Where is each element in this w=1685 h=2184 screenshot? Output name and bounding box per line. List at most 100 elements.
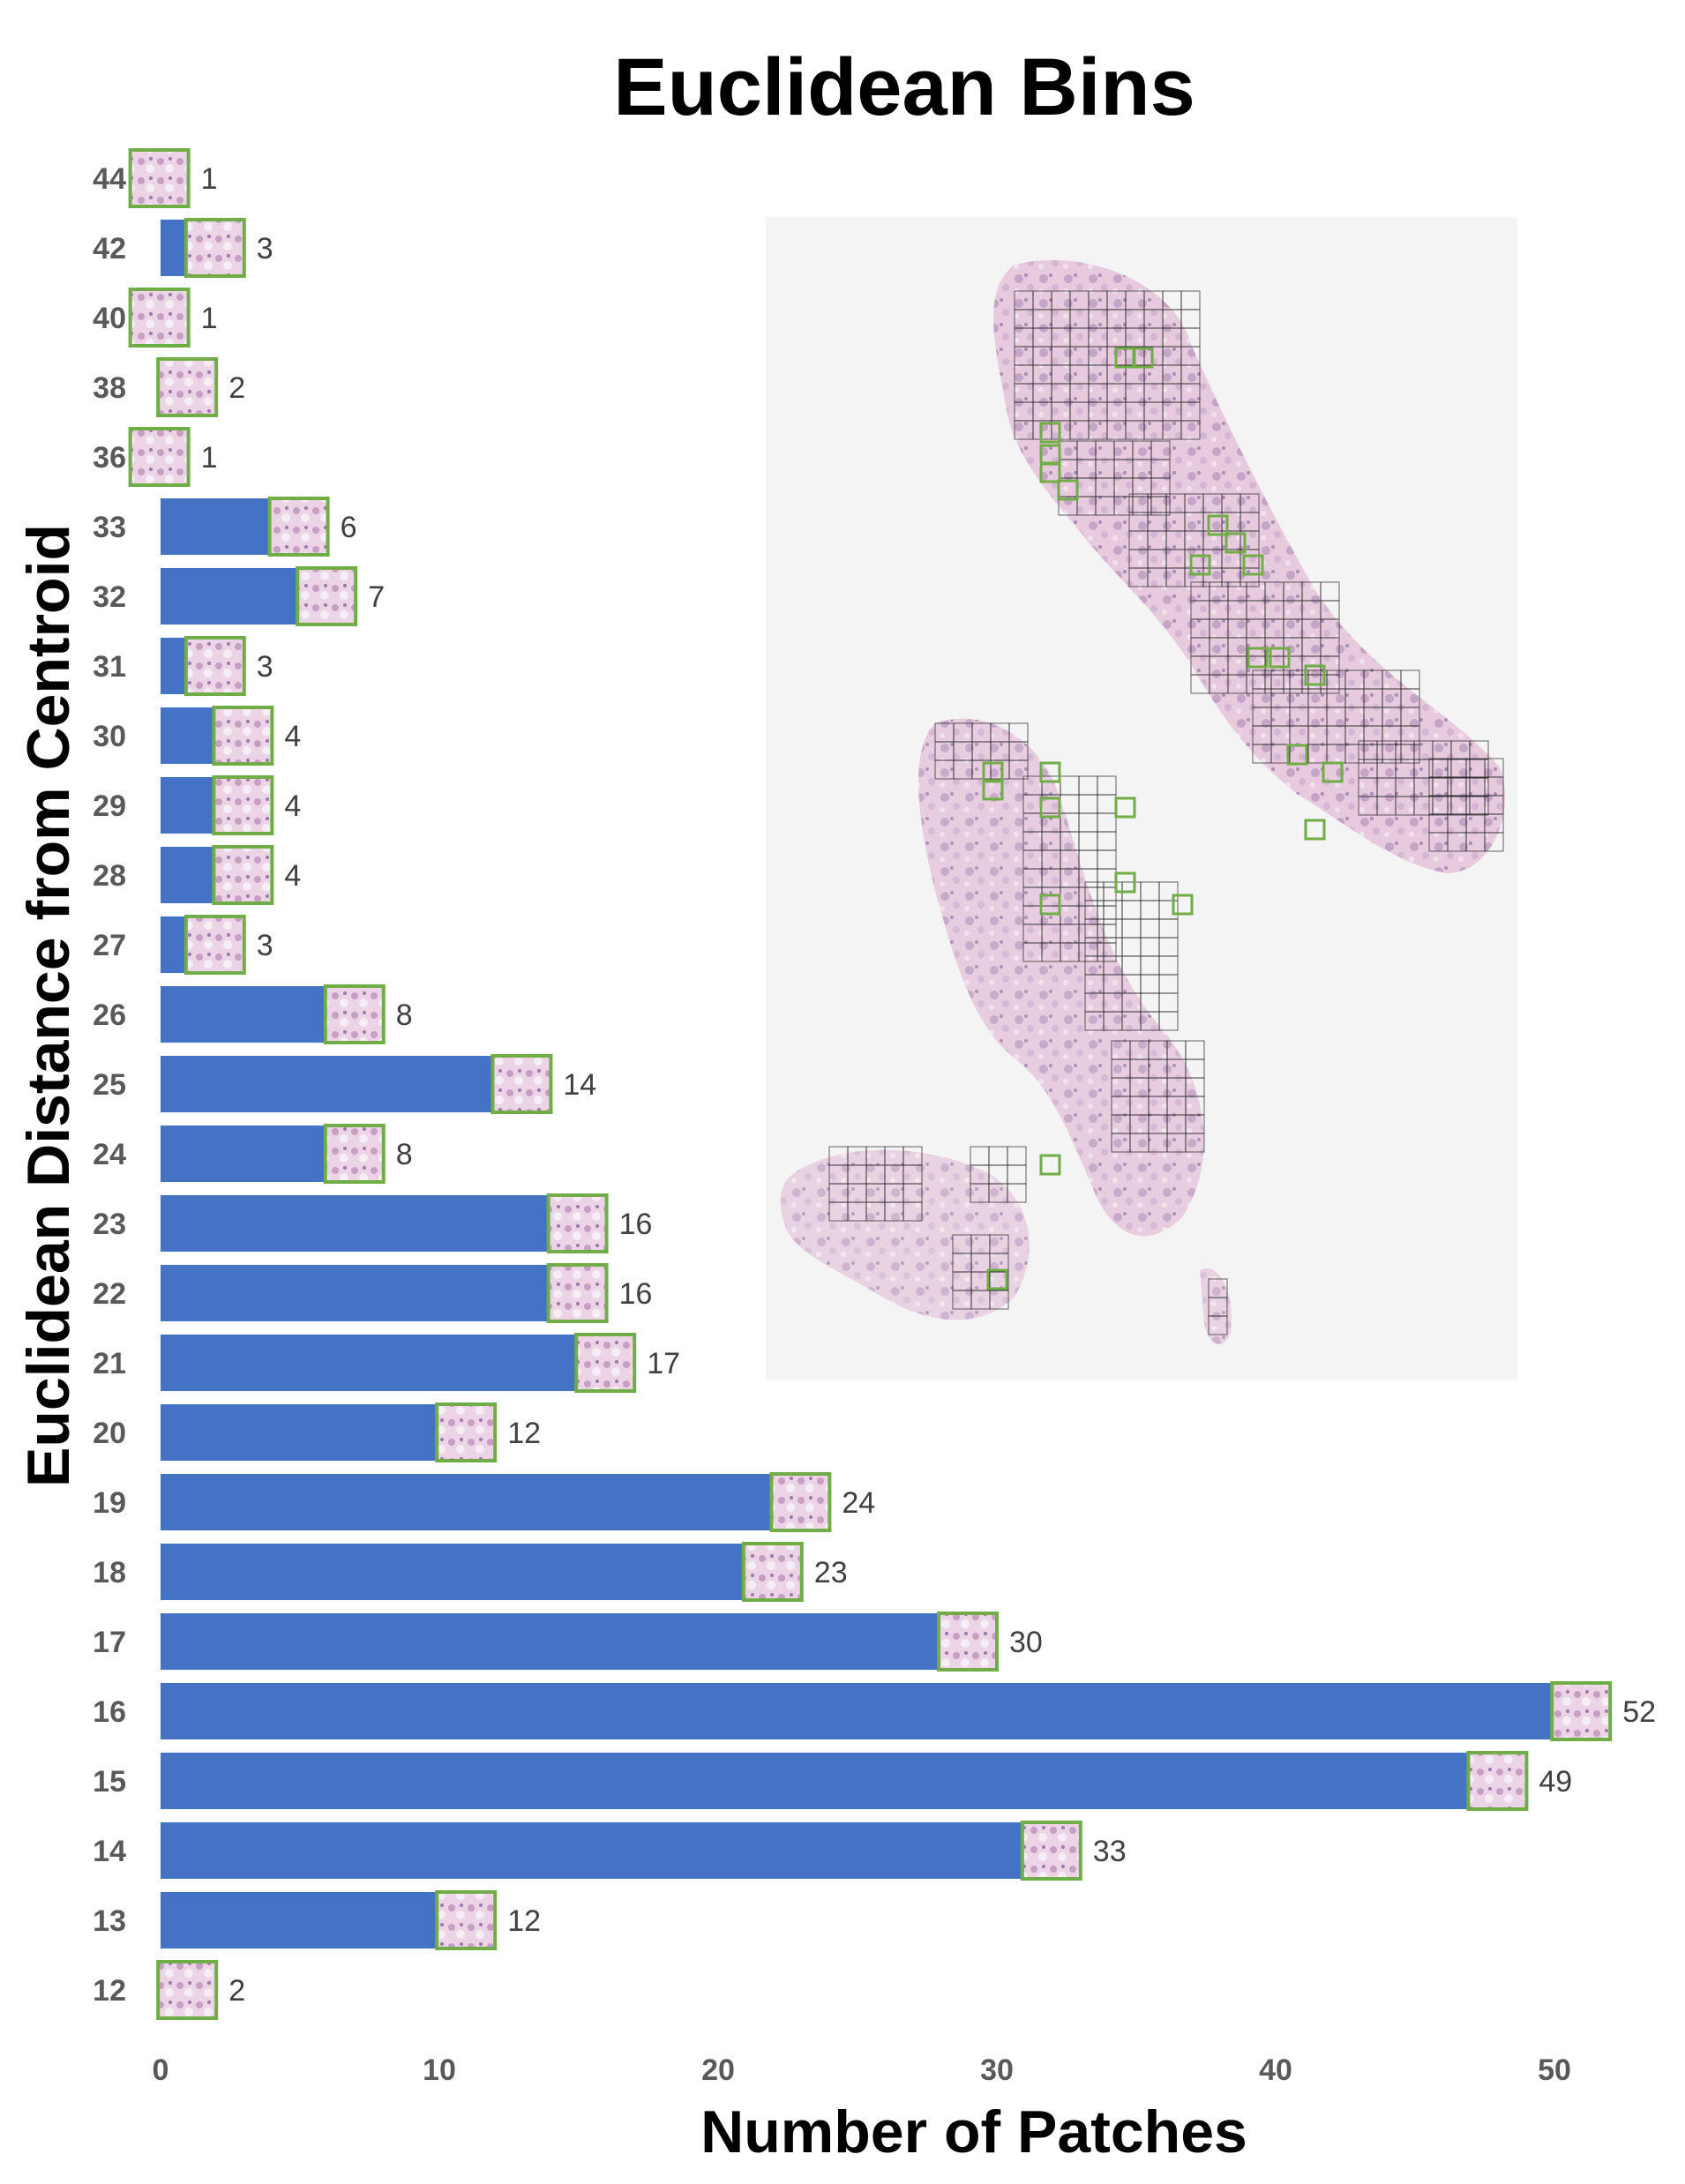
- y-tick-14: 14: [93, 1835, 126, 1868]
- selected-patch: [1322, 761, 1344, 783]
- selected-patch: [1039, 761, 1061, 783]
- bar-17: [161, 1613, 997, 1670]
- selected-patch: [1039, 422, 1061, 444]
- patch-thumbnail-27: [183, 915, 246, 975]
- y-tick-21: 21: [93, 1347, 126, 1380]
- selected-patch: [1207, 514, 1229, 536]
- tissue-fragment-upper: [993, 259, 1506, 873]
- data-label-19: 24: [842, 1486, 875, 1520]
- y-tick-17: 17: [93, 1626, 126, 1659]
- y-tick-25: 25: [93, 1068, 126, 1102]
- y-tick-33: 33: [93, 511, 126, 544]
- data-label-27: 3: [257, 929, 273, 962]
- selected-patch: [1114, 871, 1136, 894]
- patch-thumbnail-17: [937, 1612, 999, 1672]
- y-tick-26: 26: [93, 999, 126, 1032]
- data-label-16: 52: [1622, 1695, 1656, 1729]
- data-label-38: 2: [228, 371, 245, 405]
- bar-23: [161, 1195, 607, 1252]
- selected-patch: [1286, 744, 1308, 766]
- tissue-fragment-lower: [780, 718, 1232, 1344]
- data-label-33: 6: [341, 511, 357, 544]
- selected-patch: [1242, 554, 1264, 576]
- patch-thumbnail-31: [183, 636, 246, 696]
- x-axis: 0 10 20 30 40 50: [153, 2053, 1571, 2087]
- patch-thumbnail-30: [212, 706, 274, 766]
- bar-21: [161, 1335, 635, 1391]
- y-tick-23: 23: [93, 1208, 126, 1241]
- data-label-20: 12: [507, 1417, 541, 1450]
- selected-patch: [982, 779, 1004, 801]
- data-label-24: 8: [396, 1138, 413, 1171]
- patch-grid-overlay: [828, 290, 1504, 1335]
- patch-thumbnail-22: [546, 1263, 609, 1323]
- bar-14: [161, 1822, 1081, 1879]
- bar-19: [161, 1474, 830, 1530]
- data-label-21: 17: [647, 1347, 680, 1380]
- patch-thumbnail-42: [183, 218, 246, 278]
- data-label-44: 1: [201, 162, 218, 196]
- grid-patch: [1150, 496, 1171, 516]
- y-tick-27: 27: [93, 929, 126, 962]
- patch-thumbnail-18: [741, 1542, 804, 1602]
- bar-15: [161, 1753, 1527, 1809]
- grid-patch: [1484, 832, 1504, 852]
- patch-thumbnail-28: [212, 845, 274, 905]
- data-label-40: 1: [201, 302, 218, 335]
- selected-patch: [1114, 797, 1136, 819]
- grid-patch: [1008, 759, 1029, 780]
- grid-patch: [1208, 1315, 1228, 1335]
- grid-patch: [1097, 942, 1117, 962]
- patch-thumbnail-14: [1020, 1821, 1082, 1881]
- patch-thumbnail-23: [546, 1193, 609, 1253]
- selected-patch: [1132, 347, 1154, 369]
- patch-thumbnail-40: [128, 288, 191, 348]
- y-tick-32: 32: [93, 580, 126, 614]
- grid-patch: [1007, 1183, 1027, 1203]
- chart-title: Euclidean Bins: [613, 42, 1195, 132]
- selected-patch: [986, 1268, 1008, 1290]
- patch-thumbnail-44: [128, 148, 191, 208]
- patch-thumbnail-26: [323, 984, 386, 1044]
- y-tick-44: 44: [93, 162, 126, 196]
- x-tick-0: 0: [153, 2053, 169, 2087]
- y-tick-31: 31: [93, 650, 126, 684]
- data-label-13: 12: [507, 1904, 541, 1938]
- data-label-26: 8: [396, 999, 413, 1032]
- grid-patch: [1469, 796, 1489, 816]
- y-tick-24: 24: [93, 1138, 126, 1171]
- data-label-17: 30: [1009, 1626, 1043, 1659]
- selected-patch: [1304, 819, 1326, 841]
- selected-patch: [1039, 797, 1061, 819]
- selected-patch: [1039, 1154, 1061, 1176]
- y-tick-19: 19: [93, 1486, 126, 1520]
- data-label-32: 7: [368, 580, 385, 614]
- patch-thumbnail-15: [1466, 1751, 1529, 1811]
- patch-thumbnail-21: [574, 1333, 637, 1393]
- data-label-25: 14: [563, 1068, 596, 1102]
- y-tick-36: 36: [93, 441, 126, 475]
- selected-patch: [1057, 479, 1079, 501]
- bar-16: [161, 1683, 1611, 1739]
- patch-thumbnail-12: [156, 1960, 219, 2020]
- patch-thumbnail-29: [212, 775, 274, 835]
- y-tick-28: 28: [93, 859, 126, 893]
- y-tick-38: 38: [93, 371, 126, 405]
- data-label-36: 1: [201, 441, 218, 475]
- x-tick-10: 10: [423, 2053, 456, 2087]
- x-tick-20: 20: [701, 2053, 735, 2087]
- selected-patch: [1269, 647, 1291, 669]
- patch-thumbnail-38: [156, 357, 219, 417]
- x-tick-40: 40: [1259, 2053, 1292, 2087]
- patch-thumbnail-25: [491, 1054, 553, 1114]
- y-tick-40: 40: [93, 302, 126, 335]
- patch-thumbnail-16: [1550, 1681, 1613, 1741]
- y-axis-title: Euclidean Distance from Centroid: [15, 524, 82, 1487]
- y-tick-15: 15: [93, 1765, 126, 1799]
- grid-patch: [1239, 567, 1260, 587]
- patch-thumbnail-24: [323, 1124, 386, 1184]
- y-tick-22: 22: [93, 1277, 126, 1311]
- data-label-14: 33: [1093, 1835, 1127, 1868]
